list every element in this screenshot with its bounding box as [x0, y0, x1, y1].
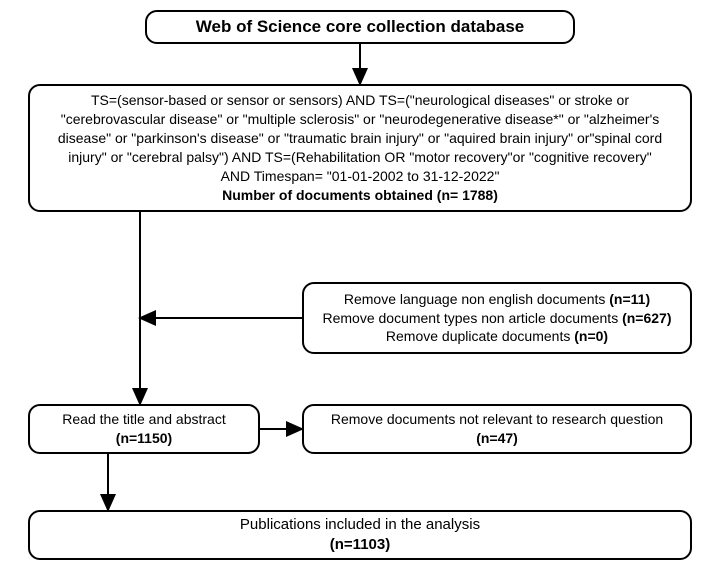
removeB-count: (n=47) — [476, 429, 518, 448]
node-database-text: Web of Science core collection database — [196, 16, 524, 39]
flowchart-canvas: Web of Science core collection database … — [0, 0, 720, 587]
node-read-title-abstract: Read the title and abstract (n=1150) — [28, 404, 260, 454]
query-line-0: TS=(sensor-based or sensor or sensors) A… — [91, 91, 629, 110]
query-line-3: injury" or "cerebral palsy") AND TS=(Reh… — [68, 148, 651, 167]
node-final-publications: Publications included in the analysis (n… — [28, 510, 692, 560]
final-count: (n=1103) — [330, 535, 390, 555]
remove-lang: Remove language non english documents (n… — [344, 290, 650, 309]
query-line-2: disease" or "parkinson's disease" or "tr… — [58, 129, 662, 148]
remove-doctype: Remove document types non article docume… — [322, 309, 671, 328]
remove-dup: Remove duplicate documents (n=0) — [386, 327, 608, 346]
removeB-line: Remove documents not relevant to researc… — [331, 410, 663, 429]
node-remove-filters: Remove language non english documents (n… — [302, 282, 692, 354]
read-count: (n=1150) — [116, 429, 172, 448]
read-line: Read the title and abstract — [62, 410, 225, 429]
node-query: TS=(sensor-based or sensor or sensors) A… — [28, 84, 692, 212]
query-result-count: Number of documents obtained (n= 1788) — [222, 186, 498, 205]
node-database: Web of Science core collection database — [145, 10, 575, 44]
query-line-4: AND Timespan= "01-01-2002 to 31-12-2022" — [221, 167, 500, 186]
query-line-1: "cerebrovascular disease" or "multiple s… — [61, 110, 660, 129]
node-remove-irrelevant: Remove documents not relevant to researc… — [302, 404, 692, 454]
final-line: Publications included in the analysis — [240, 515, 480, 535]
